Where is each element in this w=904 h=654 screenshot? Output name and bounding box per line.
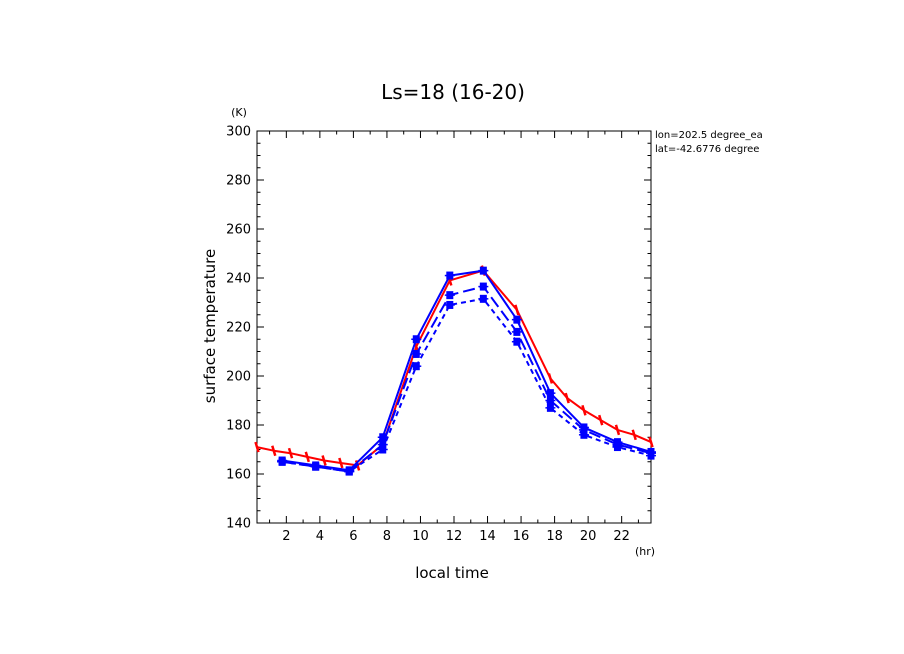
annotation-lon: lon=202.5 degree_ea [655, 130, 763, 141]
x-tick-label: 20 [580, 529, 597, 544]
x-tick-label: 22 [613, 529, 630, 544]
y-tick-label: 300 [226, 125, 251, 140]
y-tick-label: 280 [226, 174, 251, 189]
y-tick-label: 240 [226, 272, 251, 287]
series-point-0 [614, 424, 621, 436]
series-point-0 [254, 441, 260, 453]
x-tick-label: 18 [546, 529, 563, 544]
series-point-0 [338, 457, 344, 469]
y-tick-label: 140 [226, 517, 251, 532]
y-axis-label: surface temperature [201, 249, 219, 404]
x-tick-label: 4 [316, 529, 324, 544]
series-point-0 [648, 436, 654, 448]
series-point-0 [321, 455, 327, 466]
y-tick-label: 180 [226, 419, 251, 434]
series-line-1 [281, 269, 652, 472]
series-line-3 [281, 297, 652, 473]
series-point-0 [304, 451, 310, 463]
series-line-2 [281, 285, 652, 473]
series-line-0 [256, 269, 652, 467]
y-tick-label: 200 [226, 370, 251, 385]
y-tick-label: 220 [226, 321, 251, 336]
annotation-lat: lat=-42.6776 degree [655, 144, 759, 155]
x-tick-label: 14 [479, 529, 496, 544]
series-point-0 [598, 414, 604, 426]
y-tick-label: 160 [226, 468, 251, 483]
series-point-0 [287, 447, 294, 459]
series-point-0 [271, 445, 277, 457]
series-point-0 [631, 429, 637, 441]
y-unit-label: (K) [231, 106, 247, 119]
x-tick-label: 12 [446, 529, 463, 544]
x-tick-label: 8 [383, 529, 391, 544]
series-point-0 [547, 373, 554, 384]
x-unit-label: (hr) [635, 545, 655, 558]
x-tick-label: 16 [513, 529, 530, 544]
series-point-0 [564, 392, 570, 404]
plot-area: 140 160 180 200 220 240 260 280 300 2 4 6 8 10 12 14 16 1… [226, 125, 656, 544]
x-tick-label: 6 [349, 529, 357, 544]
chart-title: Ls=18 (16-20) [381, 80, 525, 104]
y-tick-label: 260 [226, 223, 251, 238]
x-tick-label: 10 [412, 529, 429, 544]
x-tick-label: 2 [282, 529, 290, 544]
series-point-0 [581, 404, 587, 416]
series-point-0 [514, 304, 520, 316]
x-axis-label: local time [415, 564, 489, 582]
